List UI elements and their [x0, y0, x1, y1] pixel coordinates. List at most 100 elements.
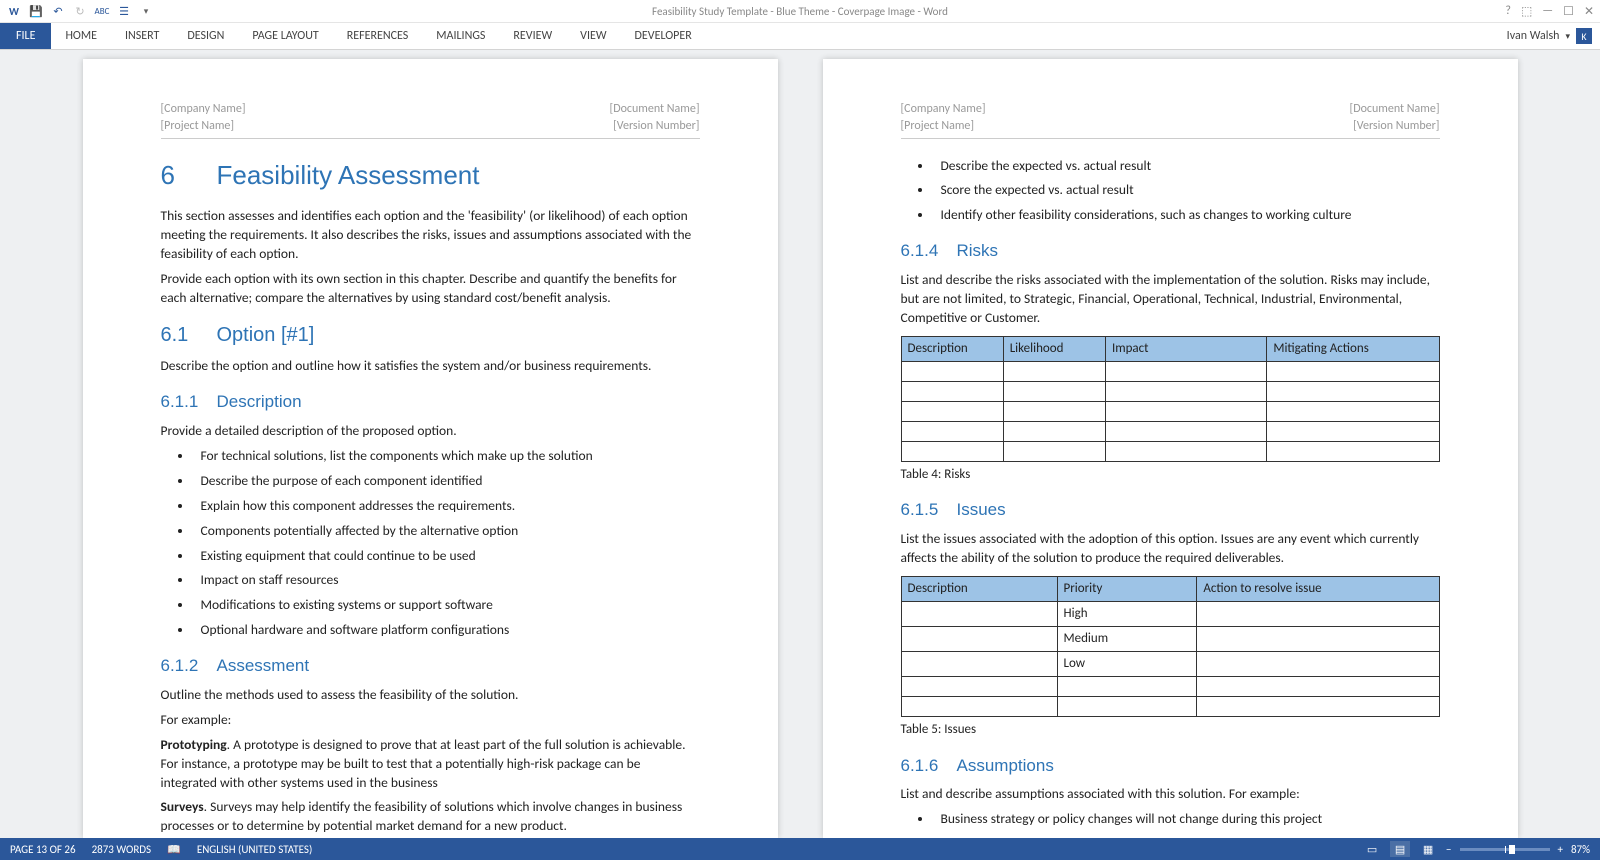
document-workspace: [Company Name][Project Name] [Document N…: [0, 50, 1600, 838]
close-icon[interactable]: ✕: [1584, 4, 1594, 19]
status-words[interactable]: 2873 WORDS: [92, 843, 152, 856]
save-icon[interactable]: 💾: [28, 3, 44, 19]
window-controls: ? ⬚ — ☐ ✕: [1505, 4, 1594, 19]
zoom-slider[interactable]: [1460, 848, 1550, 851]
list-item: Identify other feasibility consideration…: [933, 206, 1440, 225]
undo-icon[interactable]: ↶: [50, 3, 66, 19]
proofing-icon[interactable]: 📖: [167, 843, 181, 856]
paragraph: This section assesses and identifies eac…: [161, 207, 700, 264]
page-header: [Company Name][Project Name] [Document N…: [901, 101, 1440, 139]
maximize-icon[interactable]: ☐: [1563, 4, 1574, 19]
list-item: Score the expected vs. actual result: [933, 181, 1440, 200]
header-company: [Company Name]: [161, 101, 246, 118]
document-page-left[interactable]: [Company Name][Project Name] [Document N…: [83, 59, 778, 838]
tab-page-layout[interactable]: PAGE LAYOUT: [238, 23, 332, 49]
bullet-list: Business strategy or policy changes will…: [933, 810, 1440, 838]
tab-insert[interactable]: INSERT: [111, 23, 173, 49]
table-row: [901, 361, 1439, 381]
header-project: [Project Name]: [901, 118, 986, 135]
risks-table: DescriptionLikelihoodImpactMitigating Ac…: [901, 336, 1440, 462]
heading-1: 6Feasibility Assessment: [161, 157, 700, 193]
read-mode-icon[interactable]: ▭: [1362, 841, 1382, 857]
paragraph: Provide each option with its own section…: [161, 270, 700, 308]
heading-3: 6.1.4Risks: [901, 239, 1440, 263]
table-row: High: [901, 601, 1439, 626]
paragraph: Provide a detailed description of the pr…: [161, 422, 700, 441]
table-row: [901, 677, 1439, 697]
redo-icon[interactable]: ↻: [72, 3, 88, 19]
table-header: Likelihood: [1003, 336, 1105, 361]
table-header: Mitigating Actions: [1267, 336, 1439, 361]
table-row: Medium: [901, 627, 1439, 652]
web-layout-icon[interactable]: ▦: [1418, 841, 1438, 857]
heading-3: 6.1.2Assessment: [161, 654, 700, 678]
spellcheck-icon[interactable]: ABC: [94, 3, 110, 19]
title-bar: W 💾 ↶ ↻ ABC ☰ ▾ Feasibility Study Templa…: [0, 0, 1600, 23]
account-area[interactable]: Ivan Walsh ▾ K: [1507, 28, 1592, 44]
table-row: [901, 401, 1439, 421]
touch-mode-icon[interactable]: ☰: [116, 3, 132, 19]
zoom-out-icon[interactable]: −: [1446, 843, 1451, 856]
heading-3: 6.1.5Issues: [901, 498, 1440, 522]
table-header: Description: [901, 336, 1003, 361]
tab-references[interactable]: REFERENCES: [333, 23, 423, 49]
qat-customize-icon[interactable]: ▾: [138, 3, 154, 19]
help-icon[interactable]: ?: [1505, 4, 1511, 19]
ribbon-display-icon[interactable]: ⬚: [1521, 4, 1532, 19]
list-item: Existing equipment that could continue t…: [193, 547, 700, 566]
list-item: For technical solutions, list the compon…: [193, 447, 700, 466]
document-page-right[interactable]: [Company Name][Project Name] [Document N…: [823, 59, 1518, 838]
quick-access-toolbar: W 💾 ↶ ↻ ABC ☰ ▾: [0, 3, 160, 19]
list-item: Optional hardware and software platform …: [193, 621, 700, 640]
table-header: Priority: [1057, 576, 1197, 601]
tab-home[interactable]: HOME: [51, 23, 111, 49]
word-app-icon[interactable]: W: [6, 3, 22, 19]
tab-design[interactable]: DESIGN: [173, 23, 238, 49]
account-name: Ivan Walsh: [1507, 29, 1560, 43]
issues-table: DescriptionPriorityAction to resolve iss…: [901, 576, 1440, 718]
header-version: [Version Number]: [610, 118, 700, 135]
paragraph: Surveys. Surveys may help identify the f…: [161, 798, 700, 836]
list-item: Business strategy or policy changes will…: [933, 810, 1440, 829]
list-item: Impact on staff resources: [193, 571, 700, 590]
paragraph: Prototyping. A prototype is designed to …: [161, 736, 700, 793]
list-item: Describe the purpose of each component i…: [193, 472, 700, 491]
heading-2: 6.1Option [#1]: [161, 321, 700, 349]
bullet-list: Describe the expected vs. actual result …: [933, 157, 1440, 226]
paragraph: Outline the methods used to assess the f…: [161, 686, 700, 705]
list-item: Components potentially affected by the a…: [193, 522, 700, 541]
status-page[interactable]: PAGE 13 OF 26: [10, 843, 76, 856]
print-layout-icon[interactable]: ▤: [1390, 841, 1410, 857]
tab-view[interactable]: VIEW: [566, 23, 620, 49]
avatar[interactable]: K: [1576, 28, 1592, 44]
header-docname: [Document Name]: [1350, 101, 1440, 118]
tab-mailings[interactable]: MAILINGS: [422, 23, 499, 49]
ribbon-tabs: FILE HOME INSERT DESIGN PAGE LAYOUT REFE…: [0, 23, 1600, 50]
paragraph: List and describe the risks associated w…: [901, 271, 1440, 328]
zoom-in-icon[interactable]: +: [1558, 843, 1563, 856]
header-company: [Company Name]: [901, 101, 986, 118]
tab-developer[interactable]: DEVELOPER: [621, 23, 706, 49]
zoom-level[interactable]: 87%: [1571, 843, 1590, 856]
paragraph: List and describe assumptions associated…: [901, 785, 1440, 804]
table-header: Action to resolve issue: [1197, 576, 1439, 601]
paragraph: For example:: [161, 711, 700, 730]
list-item: Modifications to existing systems or sup…: [193, 596, 700, 615]
status-language[interactable]: ENGLISH (UNITED STATES): [197, 843, 312, 856]
tab-file[interactable]: FILE: [0, 23, 51, 49]
paragraph: List the issues associated with the adop…: [901, 530, 1440, 568]
table-row: [901, 381, 1439, 401]
minimize-icon[interactable]: —: [1542, 4, 1553, 19]
header-project: [Project Name]: [161, 118, 246, 135]
account-dropdown-icon[interactable]: ▾: [1565, 31, 1570, 42]
heading-3: 6.1.6Assumptions: [901, 754, 1440, 778]
table-row: [901, 421, 1439, 441]
table-header: Description: [901, 576, 1057, 601]
paragraph: Describe the option and outline how it s…: [161, 357, 700, 376]
heading-3: 6.1.1Description: [161, 390, 700, 414]
table-caption: Table 5: Issues: [901, 721, 1440, 739]
tab-review[interactable]: REVIEW: [499, 23, 566, 49]
bullet-list: For technical solutions, list the compon…: [193, 447, 700, 640]
header-docname: [Document Name]: [610, 101, 700, 118]
header-version: [Version Number]: [1350, 118, 1440, 135]
